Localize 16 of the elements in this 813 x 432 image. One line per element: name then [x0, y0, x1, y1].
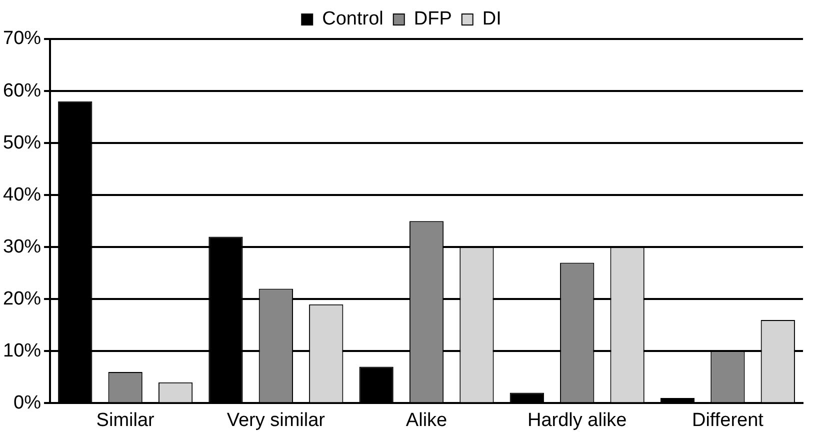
legend-label: Control: [322, 8, 384, 30]
y-tick-label: 50%: [2, 132, 42, 154]
x-tick-label: Alike: [406, 410, 448, 431]
y-tick-label: 0%: [14, 392, 42, 414]
x-tick-label: Very similar: [226, 410, 326, 431]
y-tick-label: 60%: [2, 80, 42, 102]
y-tick-label: 70%: [2, 28, 42, 50]
x-tick-label: Different: [692, 410, 764, 431]
y-tick-label: 20%: [2, 288, 42, 310]
x-tick-label: Hardly alike: [527, 410, 627, 431]
legend-label: DI: [482, 8, 502, 30]
y-tick-label: 10%: [2, 340, 42, 362]
x-tick-label: Similar: [96, 410, 156, 431]
y-tick-label: 40%: [2, 184, 42, 206]
legend-label: DFP: [414, 8, 452, 30]
y-tick-label: 30%: [2, 236, 42, 258]
